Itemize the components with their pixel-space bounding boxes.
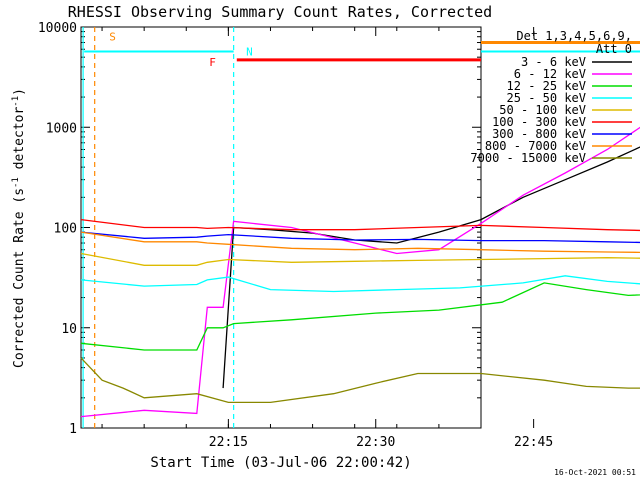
x-tick-label: 22:30 [356, 435, 395, 450]
legend-label: 3 - 6 keV [521, 55, 586, 69]
flag-label-n: N [246, 45, 253, 58]
series-line-1 [222, 146, 640, 389]
y-axis-label-mid: detector [12, 107, 27, 178]
series-line-5 [80, 252, 640, 266]
series-line-4 [80, 275, 640, 293]
legend-label: 12 - 25 keV [507, 79, 586, 93]
legend-label: 25 - 50 keV [507, 91, 586, 105]
flag-label-f: F [209, 56, 216, 69]
y-axis-label-end: ) [12, 88, 27, 96]
series-layer [80, 126, 640, 418]
y-tick-label: 1 [69, 422, 77, 437]
legend-header-attenuator: Att 0 [596, 42, 632, 56]
legend-label: 300 - 800 keV [492, 127, 586, 141]
y-tick-label: 1000 [46, 121, 77, 136]
x-tick-label: 22:45 [514, 435, 553, 450]
y-axis: 1 10 100 1000 10000 [38, 21, 481, 437]
legend-header-detectors: Det 1,3,4,5,6,9, [516, 29, 632, 43]
y-tick-label: 10 [61, 322, 77, 337]
legend-label: 6 - 12 keV [514, 67, 586, 81]
y-axis-label-main: Corrected Count Rate (s [12, 188, 27, 368]
y-tick-label: 100 [54, 222, 77, 237]
x-axis-label: Start Time (03-Jul-06 22:00:42) [150, 455, 411, 471]
generation-timestamp: 16-Oct-2021 00:51 [554, 468, 636, 477]
annotations-layer: S N F [82, 27, 640, 428]
flag-label-s: S [109, 31, 116, 44]
y-axis-label-exp2: -1 [11, 96, 21, 107]
series-line-6 [80, 218, 640, 232]
series-line-9 [80, 357, 640, 404]
series-line-2 [80, 126, 640, 418]
series-line-8 [80, 231, 640, 254]
y-axis-label-exp1: -1 [11, 177, 21, 188]
y-tick-label: 10000 [38, 21, 77, 36]
series-line-7 [80, 231, 640, 244]
legend-label: 50 - 100 keV [499, 103, 586, 117]
chart-title: RHESSI Observing Summary Count Rates, Co… [68, 3, 492, 21]
x-tick-label: 22:15 [209, 435, 248, 450]
series-line-3 [80, 282, 640, 351]
y-axis-label: Corrected Count Rate (s-1 detector-1) [11, 88, 27, 368]
legend-label: 7000 - 15000 keV [470, 151, 586, 165]
legend-label: 800 - 7000 keV [485, 139, 586, 153]
legend-label: 100 - 300 keV [492, 115, 586, 129]
